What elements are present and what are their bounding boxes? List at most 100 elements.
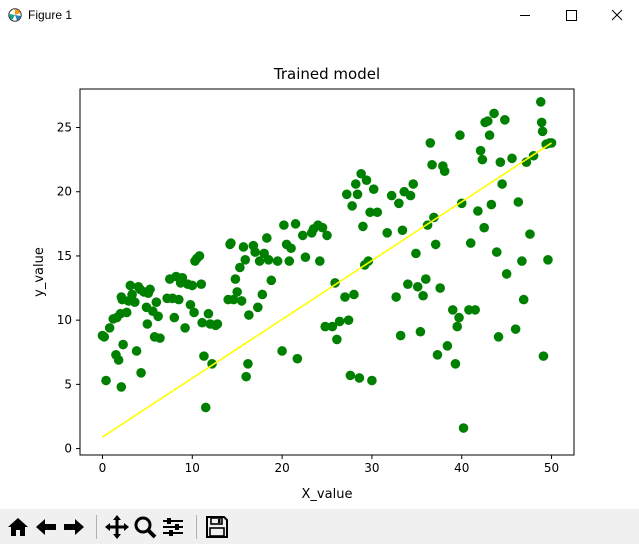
data-point	[458, 423, 469, 433]
data-point	[300, 252, 311, 263]
data-point	[212, 319, 223, 329]
data-point	[197, 317, 207, 328]
home-button[interactable]	[4, 513, 32, 541]
x-tick-label: 10	[185, 461, 200, 475]
data-point	[495, 157, 506, 167]
data-point	[493, 332, 504, 342]
y-tick-label: 5	[64, 377, 72, 391]
close-button[interactable]	[594, 0, 639, 31]
data-point	[228, 294, 239, 305]
data-point	[127, 289, 137, 300]
regression-lines	[102, 142, 552, 438]
data-point	[272, 256, 283, 266]
data-point	[427, 159, 437, 170]
close-icon	[611, 9, 623, 21]
data-point	[517, 256, 527, 266]
x-axis-ticks: 0 10 20 30 40 50	[99, 455, 559, 475]
data-point	[538, 351, 549, 361]
y-tick-label: 10	[57, 313, 72, 327]
data-point	[257, 289, 268, 300]
y-tick-label: 0	[64, 442, 72, 456]
data-point	[155, 333, 165, 343]
data-point	[349, 289, 359, 300]
data-point	[537, 126, 548, 137]
maximize-button[interactable]	[548, 0, 594, 31]
data-point	[240, 255, 251, 265]
data-point	[358, 221, 368, 232]
x-tick-label: 40	[454, 461, 469, 475]
pan-icon	[105, 515, 129, 539]
data-point	[236, 296, 247, 306]
data-point	[543, 255, 553, 265]
data-point	[174, 294, 184, 305]
matplotlib-logo-icon	[8, 8, 22, 22]
data-point	[535, 97, 546, 107]
data-point	[180, 323, 190, 333]
data-point	[196, 279, 207, 289]
data-point	[345, 370, 356, 381]
data-point	[116, 382, 127, 392]
data-point	[372, 207, 383, 218]
y-axis-ticks: 0 5 10 15 20 25	[57, 121, 80, 456]
data-point	[104, 323, 115, 333]
data-point	[226, 238, 236, 248]
data-point	[99, 332, 110, 342]
data-point	[145, 284, 155, 295]
data-point	[465, 238, 476, 248]
data-point	[347, 201, 357, 211]
data-point	[121, 307, 132, 318]
data-point	[244, 310, 254, 320]
data-point	[475, 145, 486, 156]
x-tick-label: 20	[274, 461, 289, 475]
data-point	[432, 350, 443, 360]
data-point	[279, 220, 289, 230]
minimize-button[interactable]	[502, 0, 548, 31]
data-point	[352, 189, 363, 200]
data-point	[177, 272, 188, 283]
data-point	[243, 359, 253, 369]
data-point	[262, 233, 272, 243]
data-point	[536, 117, 547, 128]
back-button[interactable]	[32, 513, 60, 541]
save-button[interactable]	[203, 513, 231, 541]
window-title: Figure 1	[28, 8, 73, 22]
data-point	[340, 292, 350, 302]
data-point	[320, 321, 331, 332]
data-point	[332, 334, 342, 345]
configure-subplots-button[interactable]	[159, 513, 187, 541]
plot-axes: 0 10 20 30 40 50 0 5 10 15 20 25	[57, 88, 575, 475]
data-point	[266, 275, 277, 286]
data-point	[497, 179, 507, 189]
plot-area-frame	[79, 88, 575, 456]
figure-canvas[interactable]: Trained model 0 10 20 30 40 50 0 5 10 15 20 25 X_v…	[0, 31, 639, 509]
toolbar-separator	[96, 515, 97, 539]
data-point	[327, 321, 338, 332]
data-point	[129, 297, 140, 307]
data-point	[185, 299, 196, 310]
data-point	[343, 315, 354, 325]
data-point	[263, 255, 274, 265]
forward-button[interactable]	[60, 513, 88, 541]
zoom-button[interactable]	[131, 513, 159, 541]
data-point	[405, 190, 416, 201]
data-point	[253, 302, 263, 313]
data-point	[429, 212, 439, 223]
data-point	[501, 269, 512, 279]
data-point	[455, 130, 465, 141]
data-point	[235, 262, 245, 273]
data-point	[418, 290, 428, 301]
data-point	[153, 311, 163, 322]
pan-button[interactable]	[103, 513, 131, 541]
data-point	[425, 138, 436, 148]
minimize-icon	[520, 15, 530, 16]
x-tick-label: 30	[364, 461, 379, 475]
data-point	[391, 292, 401, 302]
data-point	[136, 368, 146, 378]
y-tick-label: 25	[57, 121, 72, 135]
data-point	[230, 274, 241, 284]
data-point	[394, 198, 404, 209]
data-point	[250, 247, 260, 257]
save-icon	[206, 516, 228, 538]
data-point	[447, 305, 458, 315]
data-point	[397, 225, 408, 236]
